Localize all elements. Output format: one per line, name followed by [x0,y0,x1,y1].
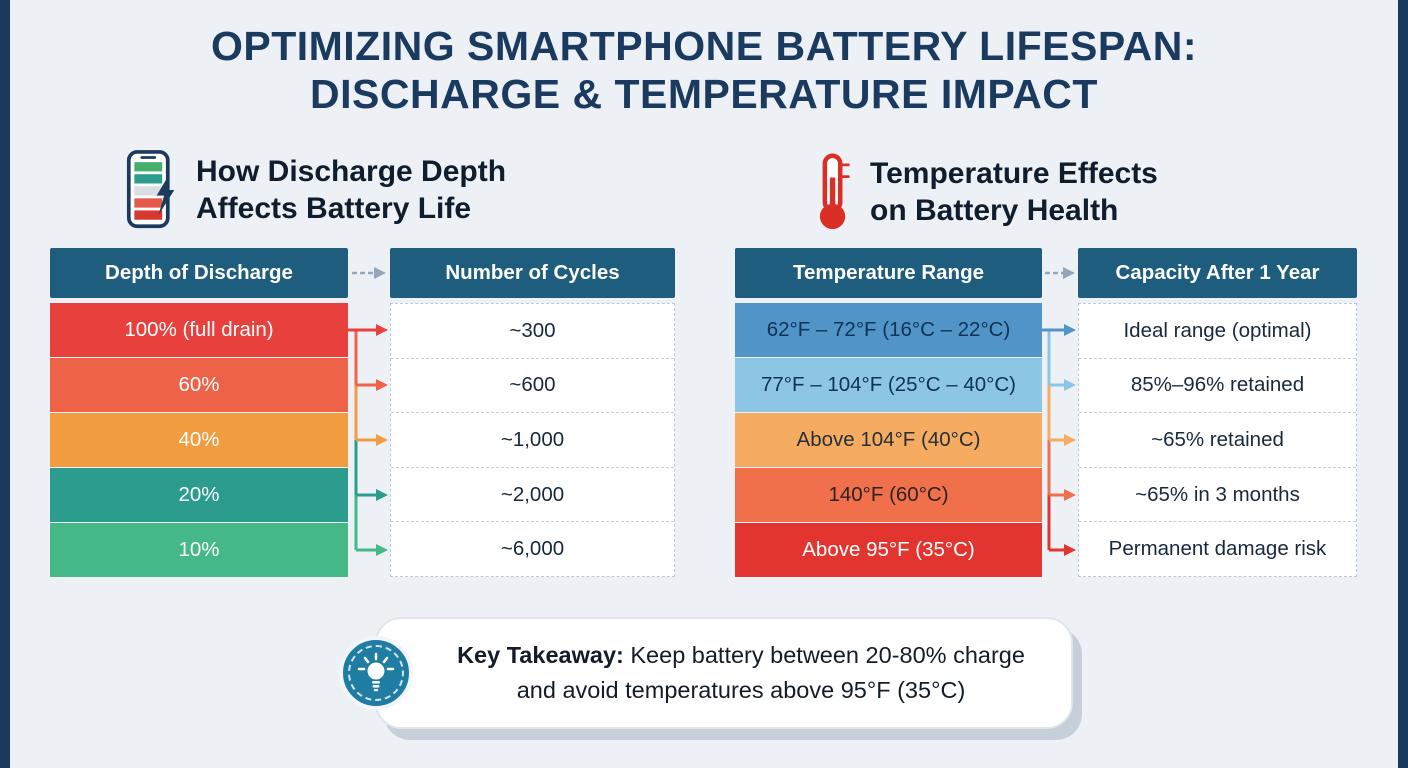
temperature-row-label: 140°F (60°C) [735,468,1042,522]
page-title-line1: OPTIMIZING SMARTPHONE BATTERY LIFESPAN: [210,23,1198,69]
discharge-table-header: Depth of Discharge Number of Cycles [50,248,675,298]
discharge-heading: How Discharge Depth Affects Battery Life [196,153,506,228]
temperature-table: Temperature Range Capacity After 1 Year … [735,248,1357,582]
discharge-col1-header: Depth of Discharge [50,248,348,298]
discharge-section-header: How Discharge Depth Affects Battery Life [126,148,506,232]
temperature-arrow-gap [1042,303,1078,582]
temperature-row-label: Above 104°F (40°C) [735,413,1042,467]
discharge-row-label: 40% [50,413,348,467]
right-edge-bar [1398,0,1408,768]
takeaway-badge [339,636,413,710]
temperature-heading-line1: Temperature Effects [870,156,1158,190]
temperature-row-value: Permanent damage risk [1108,537,1327,561]
discharge-label-column: 100% (full drain) 60% 40% 20% 10% [50,303,348,577]
discharge-table: Depth of Discharge Number of Cycles 100%… [50,248,675,582]
temperature-label-column: 62°F – 72°F (16°C – 22°C) 77°F – 104°F (… [735,303,1042,577]
discharge-row-value: ~2,000 [391,468,674,523]
discharge-row-value: ~300 [391,304,674,359]
takeaway-text: Key Takeaway: Keep battery between 20-80… [423,638,1025,709]
temperature-row-value: ~65% in 3 months [1079,468,1356,523]
left-edge-bar [0,0,10,768]
takeaway-line2: and avoid temperatures above 95°F (35°C) [516,677,966,703]
temperature-col2-header: Capacity After 1 Year [1078,248,1357,298]
key-takeaway-card: Key Takeaway: Keep battery between 20-80… [339,617,1073,729]
temperature-heading: Temperature Effects on Battery Health [870,155,1158,230]
discharge-arrow-gap [348,303,390,582]
temperature-col1-header: Temperature Range [735,248,1042,298]
badge-dashed-ring [348,645,404,701]
battery-phone-icon [126,150,175,229]
temperature-row-value: ~65% retained [1079,413,1356,468]
temperature-header-gap [1042,248,1078,298]
temperature-table-body: 62°F – 72°F (16°C – 22°C) 77°F – 104°F (… [735,303,1357,582]
temperature-row-label: 77°F – 104°F (25°C – 40°C) [735,358,1042,412]
column-arrow-icon [1045,267,1075,279]
temperature-section-header: Temperature Effects on Battery Health [814,150,1158,234]
discharge-row-value: ~1,000 [391,413,674,468]
temperature-row-label: Above 95°F (35°C) [735,523,1042,577]
column-arrow-icon [352,267,386,279]
page-title-line2: DISCHARGE & TEMPERATURE IMPACT [310,71,1098,118]
temperature-value-column: Ideal range (optimal) 85%–96% retained ~… [1078,303,1357,577]
discharge-row-label: 10% [50,523,348,577]
discharge-arrows [348,324,388,556]
discharge-table-body: 100% (full drain) 60% 40% 20% 10% [50,303,675,582]
discharge-heading-line2: Affects Battery Life [196,192,472,225]
discharge-row-value: ~6,000 [500,537,565,561]
temperature-row-value: Ideal range (optimal) [1079,304,1356,359]
takeaway-label: Key Takeaway: [457,641,624,668]
discharge-heading-line1: How Discharge Depth [196,154,507,188]
temperature-arrows [1042,324,1076,556]
discharge-header-gap [348,248,390,298]
takeaway-line1: Keep battery between 20-80% charge [630,641,1025,668]
thermometer-icon [819,153,850,230]
discharge-row-value: ~600 [391,359,674,414]
discharge-value-column: ~300 ~600 ~1,000 ~2,000 ~6,000 [390,303,675,577]
discharge-row-label: 60% [50,358,348,412]
temperature-row-label: 62°F – 72°F (16°C – 22°C) [735,303,1042,357]
page-title: OPTIMIZING SMARTPHONE BATTERY LIFESPAN: … [0,22,1408,119]
temperature-table-header: Temperature Range Capacity After 1 Year [735,248,1357,298]
discharge-row-label: 100% (full drain) [50,303,348,357]
temperature-heading-line2: on Battery Health [870,194,1119,227]
discharge-row-label: 20% [50,468,348,522]
temperature-row-value: 85%–96% retained [1079,359,1356,414]
discharge-col2-header: Number of Cycles [390,248,675,298]
